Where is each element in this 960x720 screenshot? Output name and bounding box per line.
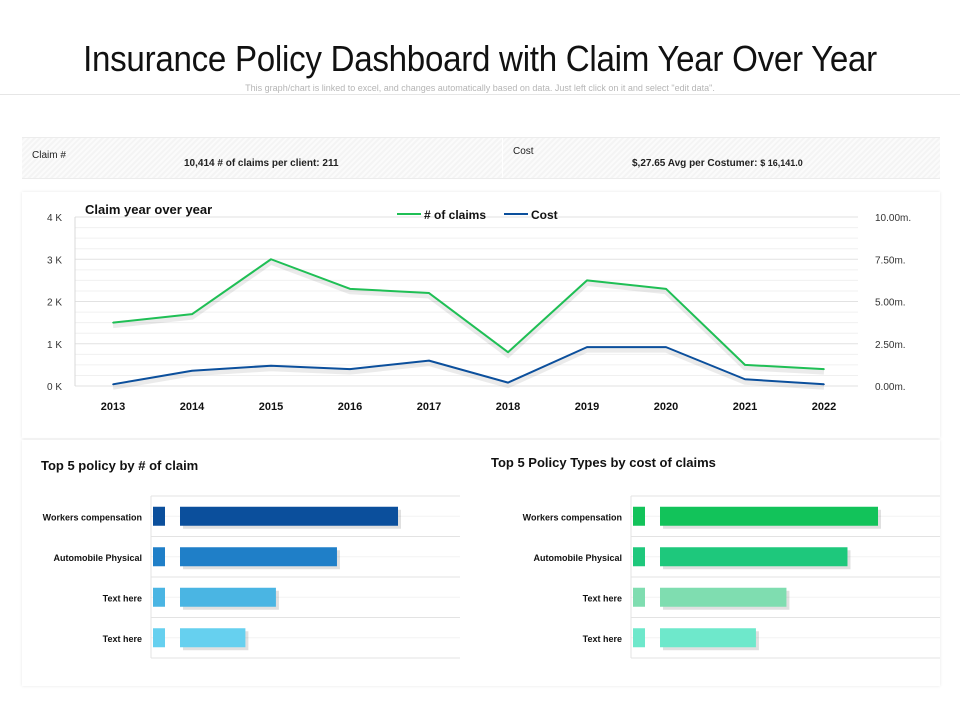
data-point[interactable] [744, 378, 746, 381]
legend-label: # of claims [424, 208, 486, 222]
x-tick-label: 2013 [101, 401, 125, 413]
line-chart-title: Claim year over year [85, 202, 212, 217]
data-point[interactable] [665, 288, 667, 290]
data-point[interactable] [112, 321, 114, 324]
bar-marker [633, 587, 645, 607]
bar-marker [153, 547, 165, 567]
y-right-tick-label: 0.00m. [875, 382, 906, 393]
y-left-tick-label: 3 K [47, 255, 62, 266]
bar[interactable] [660, 547, 848, 567]
x-tick-label: 2020 [654, 401, 678, 413]
bar-marker [153, 506, 165, 526]
bar-marker [633, 506, 645, 526]
series-line-claims[interactable] [112, 258, 825, 371]
top-policy-by-claims-chart[interactable]: Workers compensation Automobile Physical T… [0, 490, 470, 665]
y-left-tick-label: 4 K [47, 213, 62, 224]
kpi-strip: Claim # 10,414 # of claims per client: 2… [22, 137, 940, 179]
data-point[interactable] [270, 364, 272, 367]
bar-category-label: Automobile Physical [53, 553, 142, 563]
data-point[interactable] [428, 359, 430, 362]
y-right-tick-label: 7.50m. [875, 255, 906, 266]
top-policy-by-cost-chart[interactable]: Workers compensation Automobile Physical T… [480, 490, 950, 665]
data-point[interactable] [507, 351, 509, 353]
bar-chart-right-title: Top 5 Policy Types by cost of claims [491, 455, 716, 470]
bar-category-label: Text here [583, 593, 622, 603]
cost-kpi-main: $,27.65 Avg per Costumer: [632, 158, 761, 169]
x-tick-label: 2022 [812, 401, 836, 413]
y-left-tick-label: 2 K [47, 298, 62, 309]
title-divider [0, 94, 960, 95]
data-point[interactable] [191, 313, 193, 315]
data-point[interactable] [823, 383, 825, 386]
kpi-divider [502, 138, 503, 178]
bar-marker [153, 587, 165, 607]
bar-marker [153, 628, 165, 648]
bar[interactable] [660, 587, 787, 607]
y-right-tick-label: 5.00m. [875, 298, 906, 309]
x-tick-label: 2021 [733, 401, 757, 413]
bar-category-label: Workers compensation [43, 512, 142, 522]
x-tick-label: 2015 [259, 401, 283, 413]
data-point[interactable] [823, 368, 825, 370]
claim-kpi-label: Claim # [32, 150, 66, 161]
data-point[interactable] [507, 381, 509, 384]
bar-marker [633, 547, 645, 567]
data-point[interactable] [586, 279, 588, 282]
series-shadow [112, 259, 825, 375]
bar-marker [633, 628, 645, 648]
data-point[interactable] [586, 346, 588, 348]
bar[interactable] [660, 628, 756, 648]
data-point[interactable] [665, 346, 667, 348]
data-point[interactable] [112, 383, 114, 386]
x-tick-label: 2016 [338, 401, 362, 413]
bar[interactable] [180, 547, 337, 567]
bar-category-label: Text here [103, 634, 142, 644]
bar[interactable] [180, 587, 276, 607]
legend-label: Cost [531, 208, 558, 222]
data-point[interactable] [270, 258, 272, 261]
page-title: Insurance Policy Dashboard with Claim Ye… [83, 38, 877, 79]
claim-year-over-year-chart[interactable]: Claim year over year 0 K 1 K 2 K 3 K 4 K 0.0… [0, 192, 960, 432]
data-point[interactable] [349, 288, 351, 290]
page-subtitle: This graph/chart is linked to excel, and… [245, 83, 715, 93]
series-shadow [112, 347, 825, 390]
cost-kpi-value: $,27.65 Avg per Costumer: $ 16,141.0 [632, 158, 803, 169]
bar-category-label: Text here [103, 593, 142, 603]
bar[interactable] [180, 506, 398, 526]
y-left-tick-label: 1 K [47, 340, 62, 351]
series-line-cost[interactable] [112, 346, 825, 386]
x-tick-label: 2019 [575, 401, 599, 413]
y-left-tick-label: 0 K [47, 382, 62, 393]
bar-category-label: Workers compensation [523, 512, 622, 522]
x-tick-label: 2014 [180, 401, 205, 413]
bar-category-label: Automobile Physical [533, 553, 622, 563]
bar-category-label: Text here [583, 634, 622, 644]
y-right-tick-label: 2.50m. [875, 340, 906, 351]
claim-kpi-value: 10,414 # of claims per client: 211 [184, 158, 339, 169]
bar-chart-left-title: Top 5 policy by # of claim [41, 458, 199, 473]
data-point[interactable] [428, 292, 430, 294]
x-tick-label: 2017 [417, 401, 441, 413]
x-tick-label: 2018 [496, 401, 520, 413]
data-point[interactable] [191, 369, 193, 372]
bar[interactable] [180, 628, 246, 648]
cost-kpi-total: $ 16,141.0 [760, 158, 803, 168]
y-right-tick-label: 10.00m. [875, 213, 911, 224]
cost-kpi-label: Cost [513, 146, 534, 157]
bar[interactable] [660, 506, 878, 526]
data-point[interactable] [744, 364, 746, 366]
data-point[interactable] [349, 368, 351, 370]
